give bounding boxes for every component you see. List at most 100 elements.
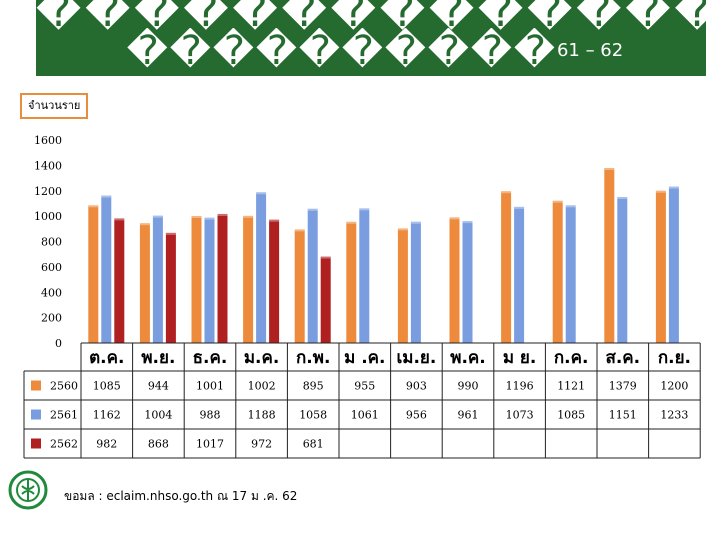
- y-tick-label: 1600: [34, 134, 62, 147]
- bar-2562-2: [165, 232, 176, 343]
- x-tick-label: ต.ค.: [89, 348, 124, 368]
- bar-2560-10: [552, 200, 563, 343]
- y-tick-label: 1200: [34, 185, 62, 198]
- bar-2560-7: [397, 228, 408, 343]
- bar-highlight: [359, 208, 370, 211]
- legend-label-2561: 2561: [50, 409, 78, 422]
- bar-highlight: [655, 190, 666, 193]
- x-tick-label: ก.พ.: [296, 348, 330, 368]
- page-subtitle: ����������61 – 62: [44, 28, 706, 74]
- legend-label-2560: 2560: [50, 380, 78, 393]
- data-label: 956: [406, 409, 427, 422]
- bar-2560-4: [243, 215, 254, 343]
- bar-highlight: [320, 256, 331, 259]
- data-label: 1233: [660, 409, 688, 422]
- legend-swatch-2562: [31, 438, 41, 449]
- bar-highlight: [565, 205, 576, 208]
- bar-highlight: [501, 191, 512, 194]
- bar-highlight: [462, 221, 473, 224]
- data-label: 1002: [248, 380, 276, 393]
- bar-highlight: [204, 217, 215, 220]
- data-label: 1151: [609, 409, 637, 422]
- bar-highlight: [88, 205, 99, 208]
- bar-2560-6: [346, 221, 357, 343]
- bar-2560-1: [88, 205, 99, 343]
- bar-highlight: [307, 208, 318, 211]
- bar-2561-9: [514, 206, 525, 343]
- title-bar: �������������������� ����������61 – 62: [36, 0, 706, 76]
- data-label: 1196: [506, 380, 534, 393]
- data-label: 988: [200, 409, 221, 422]
- data-label: 1162: [93, 409, 121, 422]
- subtitle-text: ����������: [126, 28, 557, 74]
- data-label: 1379: [609, 380, 637, 393]
- y-tick-label: 400: [41, 286, 62, 299]
- data-label: 944: [148, 380, 169, 393]
- bar-2560-11: [604, 168, 615, 343]
- bar-highlight: [114, 218, 125, 221]
- data-label: 982: [96, 438, 117, 451]
- data-label: 1004: [144, 409, 172, 422]
- x-tick-label: ม .ค.: [344, 348, 385, 368]
- data-label: 972: [251, 438, 272, 451]
- data-label: 1085: [557, 409, 585, 422]
- data-label: 681: [303, 438, 324, 451]
- legend-swatch-2561: [31, 409, 41, 420]
- bar-2561-10: [565, 205, 576, 343]
- data-source-note: ขอมล : eclaim.nhso.go.th ณ 17 ม .ค. 62: [64, 489, 298, 503]
- data-label: 895: [303, 380, 324, 393]
- bar-highlight: [294, 229, 305, 232]
- x-tick-label: พ.ค.: [450, 348, 486, 368]
- bar-2561-4: [256, 192, 267, 343]
- bar-2561-11: [617, 196, 628, 343]
- bar-highlight: [152, 215, 163, 218]
- bar-2560-12: [655, 190, 666, 343]
- bar-2560-8: [449, 217, 460, 343]
- x-tick-label: ก.ค.: [554, 348, 589, 368]
- bar-2560-9: [501, 191, 512, 343]
- bar-highlight: [449, 217, 460, 220]
- bar-highlight: [604, 168, 615, 171]
- legend-label-2562: 2562: [50, 438, 78, 451]
- bar-2561-3: [204, 217, 215, 343]
- bar-2562-5: [320, 256, 331, 343]
- bar-highlight: [165, 232, 176, 235]
- y-tick-label: 0: [55, 337, 62, 350]
- y-tick-label: 1400: [34, 159, 62, 172]
- y-tick-label: 800: [41, 236, 62, 249]
- bar-highlight: [101, 195, 112, 198]
- bar-highlight: [397, 228, 408, 231]
- bar-highlight: [617, 196, 628, 199]
- y-axis-label: จำนวนราย: [20, 93, 89, 119]
- bar-2560-5: [294, 229, 305, 343]
- bar-2560-3: [191, 215, 202, 343]
- data-label: 903: [406, 380, 427, 393]
- x-tick-label: ส.ค.: [605, 348, 640, 368]
- bar-2560-2: [139, 223, 150, 343]
- subtitle-years: 61 – 62: [556, 40, 624, 61]
- data-label: 868: [148, 438, 169, 451]
- data-label: 1200: [660, 380, 688, 393]
- x-tick-label: ธ.ค.: [193, 348, 228, 368]
- x-tick-label: ม.ค.: [244, 348, 280, 368]
- bar-highlight: [243, 215, 254, 218]
- bar-2561-12: [668, 186, 679, 343]
- bar-highlight: [346, 221, 357, 224]
- bar-2562-4: [269, 219, 280, 343]
- data-label: 1073: [506, 409, 534, 422]
- data-label: 1017: [196, 438, 224, 451]
- bar-highlight: [256, 192, 267, 195]
- bar-highlight: [191, 215, 202, 218]
- data-label: 1085: [93, 380, 121, 393]
- data-label: 961: [458, 409, 479, 422]
- bar-2561-6: [359, 208, 370, 343]
- bar-highlight: [269, 219, 280, 222]
- data-label: 1121: [557, 380, 585, 393]
- x-tick-label: เม.ย.: [396, 348, 436, 368]
- bar-2561-2: [152, 215, 163, 343]
- x-tick-label: พ.ย.: [141, 348, 175, 368]
- y-tick-label: 600: [41, 261, 62, 274]
- bar-highlight: [410, 221, 421, 224]
- data-label: 955: [354, 380, 375, 393]
- legend-swatch-2560: [31, 380, 41, 391]
